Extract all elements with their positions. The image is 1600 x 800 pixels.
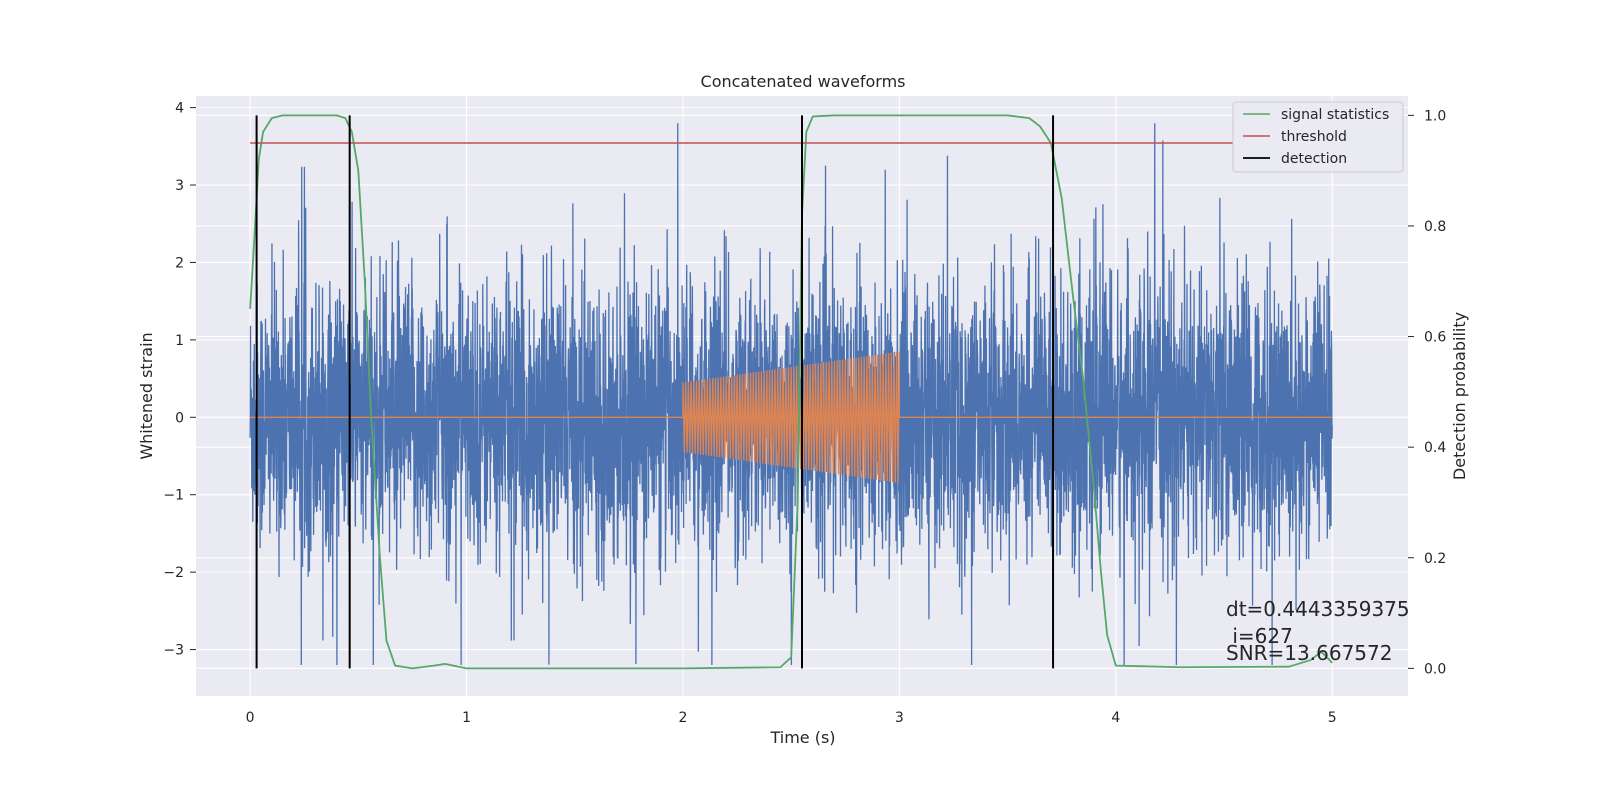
annotation: dt=0.4443359375 i=627 SNR=13.667572	[1226, 597, 1410, 665]
x-tick-label: 1	[462, 710, 471, 726]
y-axis-label: Whitened strain	[137, 332, 156, 459]
signal-statistics-line	[249, 114, 1333, 670]
legend-box	[1232, 101, 1404, 173]
legend-label-detection: detection	[1281, 151, 1347, 167]
y-tick-label: 4	[175, 101, 184, 117]
x-axis-label: Time (s)	[769, 728, 835, 747]
y-right-tick-label: 0.0	[1424, 661, 1446, 677]
annotation-dt: dt=0.4443359375	[1226, 597, 1410, 621]
y-right-tick-label: 0.2	[1424, 551, 1446, 567]
annotation-snr: SNR=13.667572	[1226, 641, 1392, 665]
y-tick-label: −1	[163, 488, 184, 504]
y-tick-label: 2	[175, 255, 184, 271]
plot-content	[249, 114, 1333, 670]
y-right-tick-label: 0.8	[1424, 219, 1446, 235]
y-tick-label: 1	[175, 333, 184, 349]
y-tick-label: −2	[163, 565, 184, 581]
injected-signal-line	[250, 351, 1333, 483]
x-tick-label: 4	[1111, 710, 1120, 726]
y-tick-label: −3	[163, 643, 184, 659]
annotation-index: i=627	[1226, 624, 1293, 648]
legend-label-signal-statistics: signal statistics	[1281, 107, 1389, 123]
y-tick-label: 0	[175, 410, 184, 426]
x-tick-label: 0	[246, 710, 255, 726]
legend: signal statistics threshold detection	[1232, 101, 1404, 173]
x-tick-label: 5	[1328, 710, 1337, 726]
chart-title: Concatenated waveforms	[701, 72, 906, 91]
axis-ticks: 0 1 2 3 4 5 −3 −2 −1 0 1 2 3 4 0.0 0.2 0.4 0.6 0.8 1.0	[163, 101, 1446, 726]
y-right-tick-label: 0.4	[1424, 440, 1446, 456]
strain-series-line	[249, 123, 1333, 666]
y-tick-label: 3	[175, 178, 184, 194]
x-tick-label: 3	[895, 710, 904, 726]
y-right-tick-label: 0.6	[1424, 330, 1446, 346]
legend-label-threshold: threshold	[1281, 129, 1347, 145]
y-right-axis-label: Detection probability	[1450, 312, 1469, 480]
x-tick-label: 2	[679, 710, 688, 726]
y-right-tick-label: 1.0	[1424, 108, 1446, 124]
